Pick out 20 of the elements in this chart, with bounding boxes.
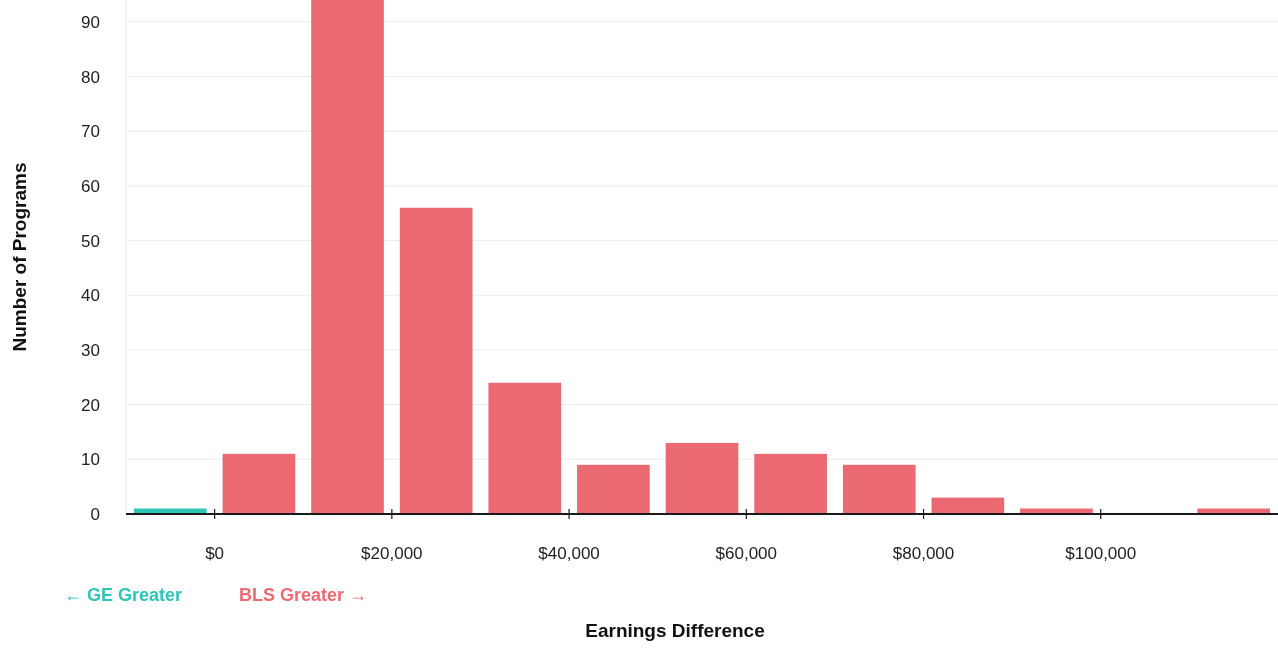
y-tick-label: 40 [81,286,100,306]
y-tick-label: 80 [81,67,100,87]
x-tick-label: $100,000 [1065,544,1137,563]
x-tick-label: $0 [205,544,225,563]
y-tick-label: 50 [81,231,100,251]
y-axis-title: Number of Programs [9,162,30,352]
y-tick-label: 90 [81,12,100,32]
text: ← GE Greater [64,585,183,605]
y-tick-label: 60 [81,176,100,196]
x-tick-label: $40,000 [538,544,600,563]
x-tick-label: $60,000 [715,544,778,563]
x-tick-label: $20,000 [361,544,423,563]
y-tick-label: 0 [90,505,100,524]
y-tick-label: 20 [81,395,100,415]
x-axis-title: Earnings Difference [585,620,765,641]
y-tick-label: 10 [81,450,100,470]
y-tick-label: 30 [81,340,100,360]
text: BLS Greater → [239,585,368,605]
x-tick-label: $80,000 [892,544,955,563]
y-tick-label: 70 [81,122,100,142]
